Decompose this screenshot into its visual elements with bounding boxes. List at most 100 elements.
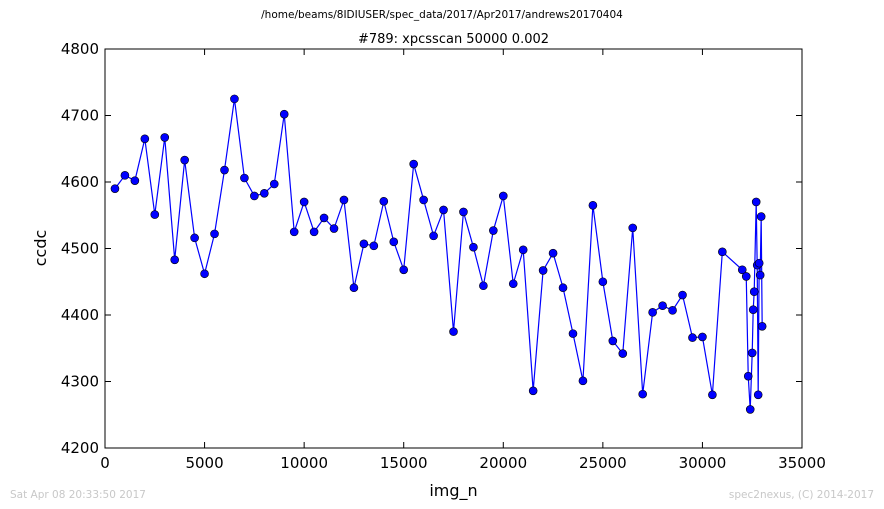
data-point xyxy=(329,224,339,233)
data-series xyxy=(110,94,767,414)
y-tick-label: 4800 xyxy=(61,40,99,58)
data-point xyxy=(240,173,249,183)
x-tick-label: 5000 xyxy=(185,454,223,472)
data-point xyxy=(459,207,468,217)
data-point xyxy=(638,389,647,399)
data-point xyxy=(230,94,239,104)
y-tick-label: 4600 xyxy=(61,173,99,191)
data-point xyxy=(279,109,289,119)
data-point xyxy=(608,336,618,346)
data-point xyxy=(260,189,269,198)
data-point xyxy=(210,229,219,239)
data-point xyxy=(628,223,638,233)
data-point xyxy=(708,390,717,400)
data-point xyxy=(220,165,229,175)
data-point xyxy=(741,272,751,281)
data-point xyxy=(578,376,588,386)
data-point xyxy=(753,390,763,400)
data-point xyxy=(359,239,369,249)
data-point xyxy=(698,332,707,342)
data-point xyxy=(755,270,765,280)
data-point xyxy=(718,247,727,257)
data-point xyxy=(130,176,140,185)
data-point xyxy=(439,205,448,215)
plot-area xyxy=(104,48,803,449)
data-point xyxy=(618,349,628,358)
footer-timestamp: Sat Apr 08 20:33:50 2017 xyxy=(10,489,146,501)
data-point xyxy=(200,269,209,279)
data-point xyxy=(737,265,747,275)
data-point xyxy=(668,306,677,315)
data-point xyxy=(110,184,120,193)
data-point xyxy=(749,287,759,297)
data-point xyxy=(678,290,687,300)
x-tick-label: 20000 xyxy=(479,454,527,472)
data-point xyxy=(688,333,697,342)
x-tick-label: 35000 xyxy=(778,454,826,472)
x-tick-label: 15000 xyxy=(380,454,428,472)
data-point xyxy=(498,191,508,201)
data-point xyxy=(648,308,657,317)
y-axis-label: ccdc xyxy=(31,230,50,267)
data-point xyxy=(528,386,538,396)
data-point xyxy=(429,231,438,241)
data-point xyxy=(489,226,498,235)
data-point xyxy=(299,197,309,207)
y-tick-label: 4400 xyxy=(61,306,99,324)
data-point xyxy=(339,195,349,205)
data-point xyxy=(349,283,359,293)
y-tick-label: 4700 xyxy=(61,107,99,125)
data-point xyxy=(120,171,130,180)
data-point xyxy=(319,213,329,223)
chart-title: #789: xpcsscan 50000 0.002 xyxy=(358,32,549,47)
data-point xyxy=(756,212,766,221)
data-point xyxy=(518,245,528,255)
data-point xyxy=(150,210,160,219)
x-tick-label: 0 xyxy=(100,454,110,472)
data-point xyxy=(754,258,764,268)
footer-credit: spec2nexus, (C) 2014-2017 xyxy=(728,489,874,501)
file-path-title: /home/beams/8IDIUSER/spec_data/2017/Apr2… xyxy=(261,9,623,21)
data-point xyxy=(419,195,428,205)
data-point xyxy=(449,327,458,336)
data-point xyxy=(369,241,379,251)
data-point xyxy=(160,133,170,142)
data-point xyxy=(140,134,150,144)
y-tick-label: 4500 xyxy=(61,240,99,258)
data-point xyxy=(469,242,478,252)
x-tick-label: 30000 xyxy=(679,454,727,472)
axis-ticks: 0 5000 10000 15000 20000 25000 30000 35000 4200 4… xyxy=(61,40,826,472)
data-point xyxy=(598,277,608,287)
data-point xyxy=(180,155,189,165)
data-point xyxy=(548,248,558,258)
data-point xyxy=(748,305,758,314)
data-point xyxy=(269,179,279,189)
data-point xyxy=(170,255,179,265)
data-point xyxy=(190,233,199,243)
data-point xyxy=(538,266,548,275)
y-tick-label: 4200 xyxy=(61,439,99,457)
data-point xyxy=(747,348,757,358)
data-point xyxy=(558,283,568,293)
data-point xyxy=(751,197,761,207)
x-axis-label: img_n xyxy=(429,481,477,501)
data-point xyxy=(479,281,488,291)
data-point xyxy=(389,237,399,247)
data-point xyxy=(743,371,753,381)
data-point xyxy=(508,279,518,289)
data-point xyxy=(745,405,755,414)
data-point xyxy=(250,191,259,201)
data-point xyxy=(409,159,418,169)
data-point xyxy=(289,227,299,237)
data-point xyxy=(658,301,667,310)
y-tick-label: 4300 xyxy=(61,373,99,391)
data-point xyxy=(588,200,598,210)
x-tick-label: 10000 xyxy=(280,454,328,472)
x-tick-label: 25000 xyxy=(579,454,627,472)
data-point xyxy=(309,227,319,237)
data-point xyxy=(568,329,578,338)
data-point xyxy=(757,322,767,331)
data-point xyxy=(379,196,389,206)
data-point xyxy=(399,265,409,275)
